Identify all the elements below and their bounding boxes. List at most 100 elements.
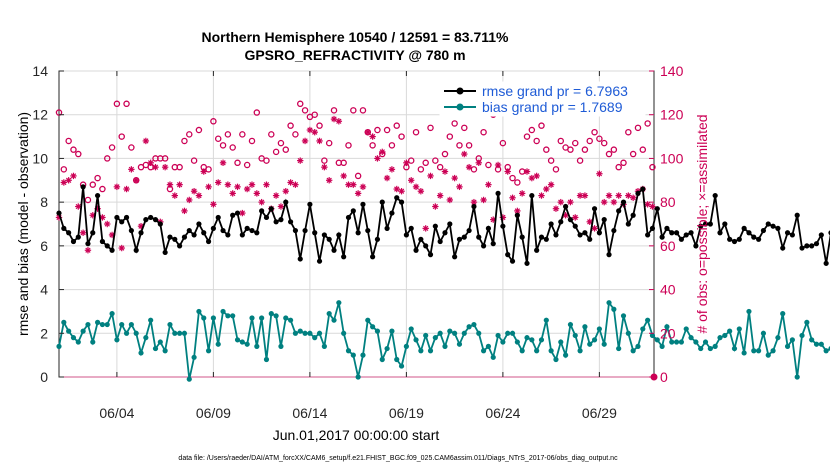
rmse-marker (582, 230, 588, 236)
bias-marker (572, 332, 578, 339)
rmse-marker (177, 243, 183, 249)
obs-assimilated-marker (350, 181, 357, 188)
rmse-marker (683, 232, 689, 238)
rmse-marker (336, 232, 342, 238)
x-tick-label: 06/19 (389, 405, 424, 421)
obs-assimilated-marker (649, 203, 656, 210)
rmse-marker (90, 230, 96, 236)
bias-marker (114, 337, 120, 343)
bias-marker (370, 324, 376, 330)
obs-possible-marker (514, 179, 521, 186)
bias-marker (553, 356, 559, 363)
bias-marker (452, 330, 458, 336)
bias-marker (191, 354, 197, 360)
bias-marker (794, 374, 800, 380)
obs-assimilated-marker (596, 170, 603, 177)
rmse-marker (225, 232, 231, 238)
bias-marker (611, 306, 617, 312)
bias-marker (707, 345, 713, 352)
bias-marker (403, 343, 409, 349)
x-tick-label: 06/09 (196, 405, 231, 421)
obs-possible-marker (340, 159, 347, 167)
bias-marker (799, 332, 805, 339)
rmse-marker (611, 227, 617, 234)
obs-assimilated-marker (557, 198, 564, 206)
bias-marker (471, 321, 477, 328)
bias-marker (741, 350, 747, 356)
bias-marker (447, 328, 453, 334)
obs-assimilated-marker (104, 220, 111, 228)
obs-possible-marker (509, 174, 516, 182)
obs-possible-marker (528, 126, 536, 134)
obs-assimilated-marker (243, 185, 251, 193)
rmse-marker (563, 203, 569, 210)
rmse-marker (756, 236, 762, 242)
rmse-marker (524, 260, 530, 266)
obs-assimilated-marker (610, 198, 618, 206)
y-tick-label: 8 (40, 194, 48, 210)
rmse-marker (80, 184, 86, 190)
x-tick-label: 06/14 (292, 405, 327, 421)
rmse-marker (148, 214, 154, 221)
rmse-marker (509, 258, 516, 264)
rmse-marker (398, 199, 405, 205)
bias-marker (654, 337, 660, 343)
rmse-marker (61, 225, 67, 231)
rmse-marker (809, 243, 815, 249)
chart-title: Northern Hemisphere 10540 / 12591 = 83.7… (201, 29, 509, 45)
obs-possible-marker (181, 137, 188, 145)
rmse-marker (350, 208, 356, 214)
obs-possible-marker (214, 135, 222, 143)
rmse-marker (736, 236, 742, 242)
obs-assimilated-marker (219, 159, 227, 166)
bias-marker (514, 339, 520, 345)
bias-marker (809, 337, 815, 343)
tick-layer: 06/04 06/09 06/14 06/19 06/24 06/29 0 2 4 6 8 10 12 1… (32, 63, 683, 421)
rmse-marker (543, 236, 549, 242)
rmse-marker (601, 217, 607, 223)
obs-assimilated-marker (552, 205, 560, 212)
obs-assimilated-marker (369, 133, 376, 140)
obs-possible-marker (543, 146, 550, 153)
obs-possible-marker (393, 122, 400, 129)
bias-marker (109, 311, 115, 317)
obs-assimilated-marker (287, 179, 294, 186)
bias-marker (538, 337, 545, 343)
rmse-marker (442, 230, 448, 236)
bias-marker (254, 343, 260, 349)
obs-assimilated-marker (485, 181, 492, 188)
obs-possible-marker (60, 166, 68, 173)
rmse-marker (316, 258, 323, 264)
rmse-marker (355, 230, 361, 236)
obs-possible-marker (446, 133, 454, 140)
rmse-marker (664, 225, 670, 231)
obs-assimilated-marker (166, 181, 174, 188)
bias-marker (818, 341, 824, 347)
rmse-marker (403, 232, 409, 238)
rmse-marker (751, 234, 757, 240)
obs-assimilated-marker (181, 207, 188, 215)
rmse-marker (56, 210, 62, 216)
rmse-marker (620, 199, 627, 205)
bias-marker (157, 339, 163, 345)
bias-marker (746, 308, 752, 315)
rmse-marker (698, 223, 704, 229)
obs-assimilated-marker (297, 157, 304, 164)
obs-assimilated-marker (195, 192, 203, 199)
obs-assimilated-marker (190, 188, 198, 195)
bias-marker (123, 330, 130, 336)
bias-marker (220, 308, 226, 315)
bias-marker (567, 321, 574, 328)
rmse-marker (292, 227, 299, 234)
bias-marker (177, 330, 183, 336)
rmse-marker (635, 190, 641, 196)
rmse-marker (123, 214, 130, 221)
bias-marker (94, 319, 101, 325)
obs-assimilated-marker (205, 183, 212, 191)
bias-marker (543, 317, 549, 323)
bias-marker (519, 348, 525, 354)
bias-marker (345, 348, 352, 354)
obs-possible-marker (128, 144, 135, 151)
rmse-marker (341, 254, 347, 260)
rmse-marker (722, 221, 728, 227)
